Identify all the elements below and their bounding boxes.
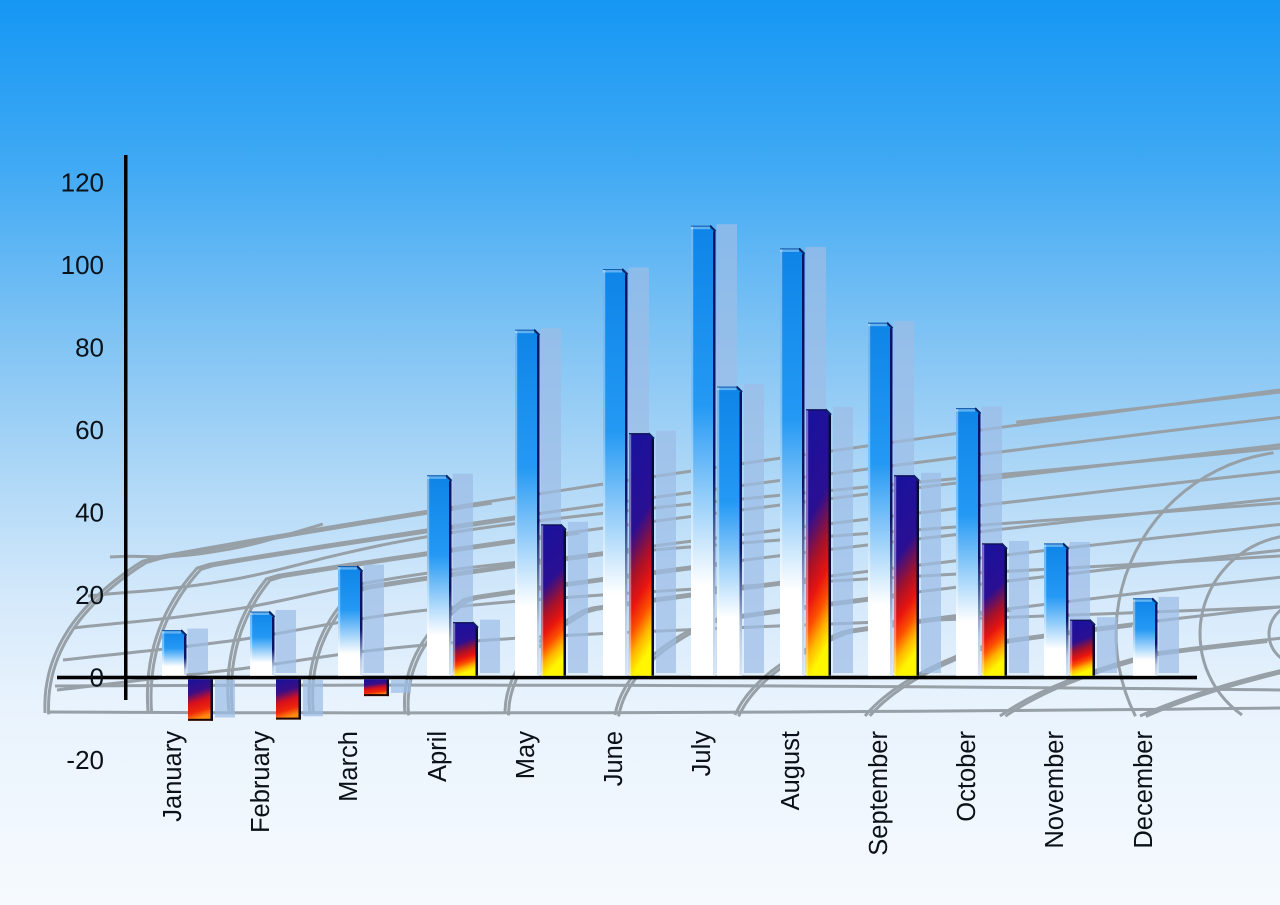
svg-text:0: 0 xyxy=(90,663,104,693)
svg-text:80: 80 xyxy=(75,332,104,362)
svg-text:October: October xyxy=(953,731,981,822)
svg-text:September: September xyxy=(865,731,893,856)
svg-text:August: August xyxy=(777,731,805,810)
svg-text:December: December xyxy=(1130,731,1158,849)
svg-text:20: 20 xyxy=(75,580,104,610)
svg-text:January: January xyxy=(159,731,187,822)
svg-text:February: February xyxy=(247,731,275,833)
svg-text:40: 40 xyxy=(75,498,104,528)
svg-text:July: July xyxy=(688,731,716,777)
svg-text:March: March xyxy=(335,731,363,802)
svg-text:June: June xyxy=(600,731,628,786)
svg-text:-20: -20 xyxy=(66,745,104,775)
svg-text:120: 120 xyxy=(61,167,104,197)
svg-text:May: May xyxy=(512,731,540,779)
svg-text:100: 100 xyxy=(61,250,104,280)
svg-text:April: April xyxy=(424,731,452,782)
svg-text:November: November xyxy=(1041,731,1069,849)
svg-text:60: 60 xyxy=(75,415,104,445)
